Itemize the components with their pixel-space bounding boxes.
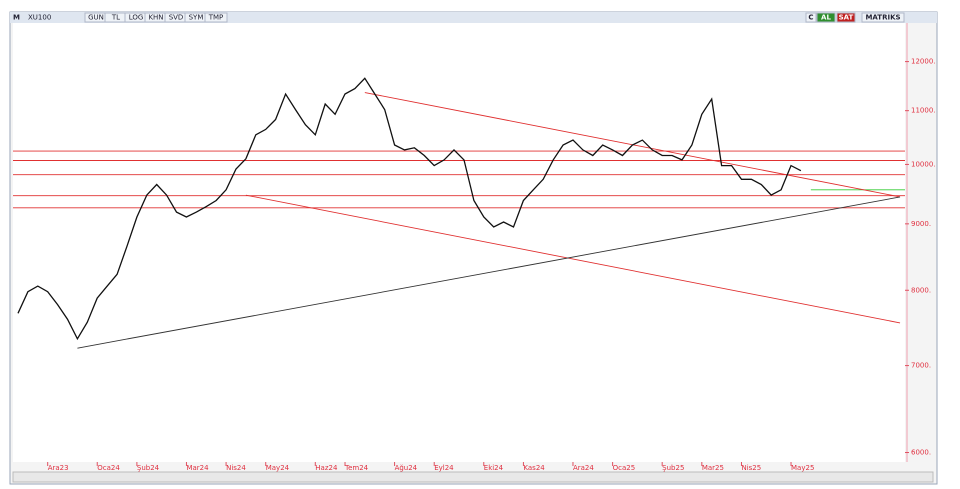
toolbar-button-label[interactable]: MATRIKS (865, 14, 900, 22)
y-tick-label: 7000. (911, 362, 931, 370)
y-tick-label: 10000. (911, 160, 936, 168)
x-tick-label: Oca24 (97, 464, 120, 472)
x-tick-label: Oca25 (613, 464, 636, 472)
toolbar-button-label[interactable]: SVD (169, 14, 184, 22)
toolbar-button-label[interactable]: SYM (189, 14, 204, 22)
toolbar-button[interactable] (816, 12, 836, 23)
scrollbar (12, 471, 934, 483)
x-tick-label: Mar24 (186, 464, 209, 472)
x-tick-label: May24 (266, 464, 290, 472)
toolbar-button-label[interactable]: KHN (148, 14, 163, 22)
toolbar-button-label[interactable]: TMP (208, 14, 224, 22)
toolbar-button-label[interactable]: LOG (129, 14, 144, 22)
toolbar-button-label[interactable]: C (808, 14, 813, 22)
toolbar-button[interactable] (204, 12, 228, 23)
price-line (17, 77, 802, 341)
toolbar-button[interactable] (861, 12, 905, 23)
x-tick-label: Eyl24 (434, 464, 454, 472)
y-tick-label: 9000. (911, 220, 931, 228)
x-tick-label: Ara24 (573, 464, 594, 472)
y-tick-label: 6000. (911, 449, 931, 457)
trendline (77, 196, 901, 349)
x-tick-label: May25 (791, 464, 814, 472)
y-tick-label: 8000. (911, 286, 931, 294)
symbol[interactable]: XU100 (28, 14, 51, 22)
toolbar-button[interactable] (805, 12, 817, 23)
y-tick-label: 11000. (911, 107, 936, 115)
toolbar (10, 12, 937, 23)
toolbar-button[interactable] (836, 12, 856, 23)
x-tick-label: Mar25 (702, 464, 724, 472)
x-tick-label: Tem24 (344, 464, 369, 472)
x-tick-label: Şub24 (137, 464, 160, 472)
toolbar-button-label[interactable]: AL (821, 14, 831, 22)
trendline (245, 194, 901, 324)
toolbar-button-label[interactable]: SAT (839, 14, 854, 22)
toolbar-button-label[interactable]: TL (111, 14, 120, 22)
x-tick-label: Haz24 (315, 464, 338, 472)
x-tick-label: Kas24 (523, 464, 545, 472)
plot-area (13, 23, 905, 462)
x-tick-label: Şub25 (662, 464, 684, 472)
x-tick-label: Eki24 (484, 464, 504, 472)
x-tick-label: Ara23 (48, 464, 69, 472)
toolbar-button-label[interactable]: GUN (88, 14, 104, 22)
menu[interactable]: M (13, 14, 20, 22)
y-tick-label: 12000. (911, 58, 936, 66)
x-tick-label: Ağu24 (395, 464, 418, 472)
x-tick-label: Nis25 (741, 464, 761, 472)
x-tick-label: Nis24 (226, 464, 246, 472)
